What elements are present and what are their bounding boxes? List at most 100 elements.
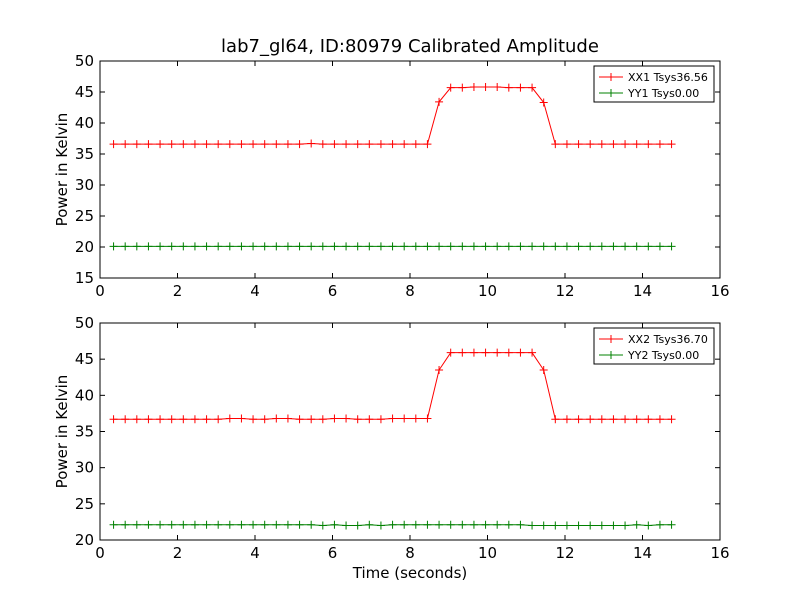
x-tick-label: 6 [328, 282, 338, 300]
y-tick-label: 35 [75, 423, 94, 441]
x-tick-label: 4 [250, 544, 260, 562]
data-point [446, 83, 455, 92]
data-point [295, 140, 304, 149]
data-point [260, 415, 269, 424]
y-tick-label: 40 [75, 386, 94, 404]
data-point [435, 242, 444, 251]
data-point [342, 414, 351, 423]
legend-marker [607, 351, 615, 359]
data-point [376, 415, 385, 424]
data-point [528, 521, 537, 530]
data-point [225, 140, 234, 149]
data-point [249, 520, 258, 529]
y-axis-label: Power in Kelvin [53, 113, 71, 227]
data-point [644, 415, 653, 424]
data-point [504, 242, 513, 251]
data-point [586, 521, 595, 530]
data-point [597, 140, 606, 149]
data-point [411, 520, 420, 529]
data-point [621, 415, 630, 424]
data-point [190, 520, 199, 529]
data-point [609, 242, 618, 251]
data-point [667, 242, 676, 251]
data-point [562, 140, 571, 149]
data-point [109, 520, 118, 529]
data-point [446, 520, 455, 529]
data-point [190, 415, 199, 424]
data-point [144, 415, 153, 424]
data-point [190, 140, 199, 149]
data-point [167, 140, 176, 149]
data-point [260, 140, 269, 149]
y-tick-label: 15 [75, 269, 94, 287]
data-point [214, 242, 223, 251]
data-point [655, 415, 664, 424]
chart-panel-bottom: 0 2 4 6 8 10 12 14 16 20 25 30 35 40 45 50 Power in Kelv… [53, 314, 730, 582]
data-point [295, 520, 304, 529]
data-point [272, 414, 281, 423]
data-point [283, 140, 292, 149]
data-point [330, 242, 339, 251]
legend-label: XX1 Tsys36.56 [628, 71, 708, 84]
x-tick-label: 4 [250, 282, 260, 300]
data-point [260, 242, 269, 251]
data-point [376, 140, 385, 149]
y-tick-label: 50 [75, 52, 94, 70]
data-point [318, 521, 327, 530]
data-point [458, 520, 467, 529]
data-point [179, 242, 188, 251]
y-tick-label: 30 [75, 459, 94, 477]
data-point [469, 348, 478, 357]
data-point [435, 520, 444, 529]
chart-title: lab7_gl64, ID:80979 Calibrated Amplitude [221, 36, 599, 57]
data-point [609, 521, 618, 530]
data-point [144, 140, 153, 149]
data-point [121, 415, 130, 424]
data-point [539, 521, 548, 530]
data-point [621, 242, 630, 251]
data-point [132, 415, 141, 424]
data-point [609, 415, 618, 424]
data-point [353, 415, 362, 424]
data-point [132, 520, 141, 529]
data-point [528, 242, 537, 251]
data-point [411, 414, 420, 423]
data-point [132, 140, 141, 149]
x-tick-label: 14 [633, 544, 652, 562]
data-point [586, 415, 595, 424]
data-point [283, 414, 292, 423]
data-point [179, 520, 188, 529]
x-tick-label: 2 [173, 282, 183, 300]
data-point [388, 414, 397, 423]
data-point [202, 520, 211, 529]
data-point [388, 242, 397, 251]
data-point [655, 242, 664, 251]
data-point [132, 242, 141, 251]
data-point [481, 83, 490, 92]
x-tick-label: 16 [710, 282, 729, 300]
data-point [365, 242, 374, 251]
data-point [562, 242, 571, 251]
legend-label: YY2 Tsys0.00 [627, 349, 699, 362]
data-point [644, 521, 653, 530]
data-point [435, 366, 444, 375]
data-point [516, 83, 525, 92]
data-point [493, 348, 502, 357]
data-point [562, 415, 571, 424]
data-point [644, 242, 653, 251]
x-tick-label: 0 [95, 282, 105, 300]
data-point [586, 242, 595, 251]
data-point [504, 348, 513, 357]
data-point [435, 97, 444, 106]
data-point [411, 242, 420, 251]
data-point [272, 520, 281, 529]
data-point [365, 140, 374, 149]
data-point [121, 140, 130, 149]
data-point [307, 520, 316, 529]
data-point [225, 414, 234, 423]
x-tick-label: 6 [328, 544, 338, 562]
data-point [237, 140, 246, 149]
data-point [330, 414, 339, 423]
data-point [249, 242, 258, 251]
